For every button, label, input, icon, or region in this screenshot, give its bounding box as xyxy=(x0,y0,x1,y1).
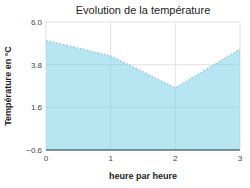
area xyxy=(46,40,240,150)
y-axis-label: Température en °C xyxy=(3,46,13,126)
chart: 0 1 2 3 −0.6 1.6 3.8 6.0 Evolution de la tempéra… xyxy=(0,0,250,188)
y-grid-line xyxy=(46,22,240,23)
x-tick-label: 2 xyxy=(173,154,178,163)
y-tick-label: 6.0 xyxy=(31,18,43,27)
x-axis-label: heure par heure xyxy=(109,171,177,181)
y-tick-label: −0.6 xyxy=(26,146,42,155)
x-tick-label: 1 xyxy=(108,154,113,163)
title: Evolution de la température xyxy=(76,4,211,16)
x-axis-line xyxy=(46,150,240,151)
x-tick-label: 3 xyxy=(238,154,243,163)
line xyxy=(46,40,240,88)
plot-marks xyxy=(46,40,240,150)
y-grid-line xyxy=(46,150,240,151)
y-tick-label: 3.8 xyxy=(31,61,43,70)
y-tick-label: 1.6 xyxy=(31,103,43,112)
x-tick-label: 0 xyxy=(44,154,49,163)
